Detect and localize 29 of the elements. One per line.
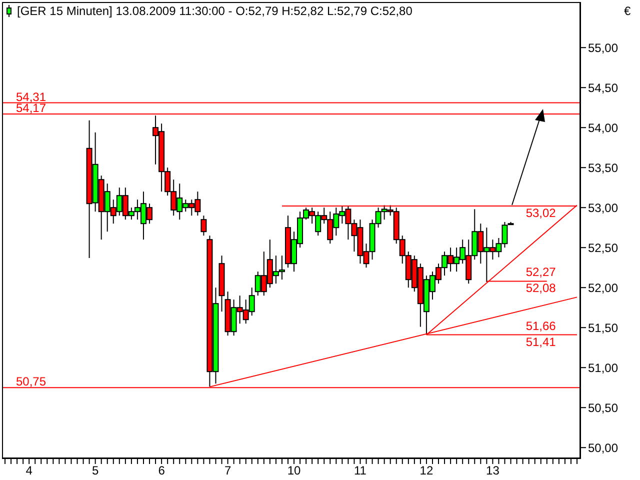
y-tick-label: 54,00 bbox=[588, 120, 618, 135]
y-tick-label: 51,00 bbox=[588, 360, 618, 375]
x-tick-label: 12 bbox=[420, 464, 434, 478]
y-tick-label: 50,00 bbox=[588, 440, 618, 455]
ref-line-label: 50,75 bbox=[16, 374, 46, 389]
chart-title: [GER 15 Minuten] 13.08.2009 11:30:00 - O:52,79 H:52,82 L:52,79 C:52,80 bbox=[17, 4, 412, 18]
x-tick-label: 10 bbox=[287, 464, 302, 478]
y-tick-label: 50,50 bbox=[588, 400, 618, 415]
ref-line-label: 54,31 bbox=[16, 90, 46, 104]
y-tick-label: 51,50 bbox=[588, 320, 618, 335]
x-tick-label: 6 bbox=[158, 464, 166, 478]
y-axis-title: € bbox=[624, 4, 631, 18]
annotation: 51,66 bbox=[526, 318, 556, 333]
x-tick-label: 7 bbox=[224, 464, 232, 478]
x-tick-label: 11 bbox=[354, 464, 367, 478]
y-tick-label: 52,50 bbox=[588, 240, 618, 255]
y-tick-label: 54,50 bbox=[588, 80, 618, 95]
annotation: 52,08 bbox=[526, 281, 556, 296]
annotation: 53,02 bbox=[526, 206, 556, 220]
x-tick-label: 13 bbox=[486, 464, 500, 478]
annotation: 52,27 bbox=[526, 265, 556, 280]
annotation: 51,41 bbox=[526, 334, 556, 349]
y-tick-label: 53,00 bbox=[588, 200, 618, 215]
y-tick-label: 55,00 bbox=[588, 40, 618, 55]
y-tick-label: 52,00 bbox=[588, 280, 618, 295]
x-tick-label: 5 bbox=[92, 464, 99, 478]
y-tick-label: 53,50 bbox=[588, 160, 618, 175]
ref-line-label: 54,17 bbox=[16, 101, 46, 115]
x-tick-label: 4 bbox=[26, 464, 33, 478]
